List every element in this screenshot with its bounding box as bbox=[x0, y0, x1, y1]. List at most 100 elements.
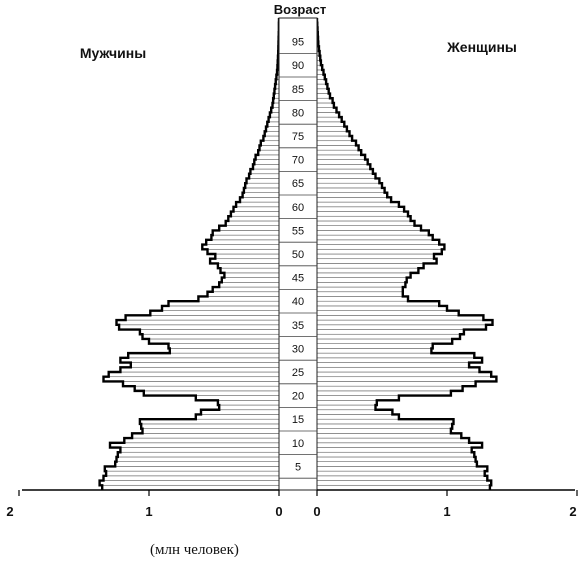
female-bar bbox=[316, 310, 459, 316]
female-bar bbox=[316, 456, 476, 462]
female-bar bbox=[316, 206, 405, 212]
male-bar bbox=[198, 296, 280, 302]
female-bar bbox=[316, 182, 383, 189]
male-bar bbox=[116, 319, 280, 326]
female-bar bbox=[316, 277, 407, 283]
chart-title: Возраст bbox=[274, 2, 326, 17]
male-bar bbox=[221, 277, 280, 283]
female-bar bbox=[316, 362, 470, 368]
female-bar bbox=[316, 371, 492, 378]
age-labels: 5 10 15 20 25 30 35 40 45 50 55 60 65 70 75 80 85 90 95 bbox=[279, 37, 317, 479]
female-bar bbox=[316, 376, 497, 382]
female-bar bbox=[316, 197, 392, 203]
female-bar bbox=[316, 215, 411, 222]
male-bar bbox=[220, 267, 280, 274]
male-bar bbox=[248, 173, 280, 179]
male-bar bbox=[218, 282, 280, 288]
male-bar bbox=[131, 433, 280, 439]
age-tick-label: 80 bbox=[292, 107, 304, 119]
male-bar bbox=[118, 324, 280, 330]
male-bar bbox=[233, 206, 280, 212]
female-label: Женщины bbox=[446, 39, 517, 55]
female-bar bbox=[316, 263, 424, 269]
x-tick-label: 0 bbox=[313, 504, 320, 519]
male-bar bbox=[243, 187, 280, 193]
female-bar bbox=[316, 291, 404, 297]
unit-label: (млн человек) bbox=[150, 542, 239, 558]
age-tick-label: 40 bbox=[292, 296, 304, 308]
female-bar bbox=[316, 348, 432, 354]
male-bar bbox=[103, 376, 280, 382]
female-bar bbox=[316, 272, 411, 278]
female-bar bbox=[316, 234, 433, 241]
female-bar bbox=[316, 447, 472, 453]
male-bar bbox=[114, 461, 280, 467]
female-bar bbox=[316, 470, 485, 477]
male-bar bbox=[207, 291, 280, 297]
age-tick-label: 60 bbox=[292, 202, 304, 214]
female-bar bbox=[316, 282, 406, 288]
female-bar bbox=[316, 404, 376, 411]
age-tick-label: 25 bbox=[292, 367, 304, 379]
male-bar bbox=[211, 234, 280, 241]
female-bar bbox=[316, 225, 422, 231]
male-bar bbox=[142, 428, 280, 434]
x-tick-label: 2 bbox=[569, 504, 576, 519]
male-bar bbox=[235, 201, 280, 208]
male-bar bbox=[116, 456, 280, 462]
male-bar bbox=[134, 385, 280, 392]
female-bar bbox=[316, 296, 409, 302]
female-bar bbox=[316, 121, 345, 127]
age-tick-label: 50 bbox=[292, 249, 304, 261]
male-bar bbox=[215, 253, 280, 260]
female-bar bbox=[316, 126, 348, 132]
female-bar bbox=[316, 239, 440, 245]
female-bar bbox=[316, 168, 374, 175]
male-bar bbox=[224, 272, 280, 278]
male-bars bbox=[99, 22, 280, 491]
male-bar bbox=[259, 145, 280, 151]
male-bar bbox=[161, 305, 280, 311]
male-bar bbox=[120, 447, 280, 453]
female-bar bbox=[316, 480, 492, 486]
male-bar bbox=[139, 329, 280, 335]
female-bar bbox=[316, 258, 437, 264]
age-tick-label: 30 bbox=[292, 343, 304, 355]
male-bar bbox=[195, 414, 280, 420]
female-bar bbox=[316, 192, 388, 198]
male-bar bbox=[150, 310, 280, 316]
male-bar bbox=[228, 215, 280, 222]
female-bar bbox=[316, 149, 362, 156]
female-bar bbox=[316, 159, 369, 165]
male-bar bbox=[168, 343, 280, 349]
female-bar bbox=[316, 461, 478, 467]
female-bar bbox=[316, 475, 488, 481]
x-tick-label: 0 bbox=[275, 504, 282, 519]
male-bar bbox=[209, 258, 280, 264]
x-tick-label: 2 bbox=[6, 504, 13, 519]
male-bar bbox=[230, 211, 280, 217]
female-bar bbox=[316, 357, 483, 363]
male-bar bbox=[246, 178, 280, 184]
male-bar bbox=[212, 286, 280, 293]
female-bar bbox=[316, 230, 430, 236]
female-bar bbox=[316, 140, 357, 146]
male-bar bbox=[169, 348, 280, 354]
female-bar bbox=[316, 319, 493, 326]
male-bar bbox=[244, 182, 280, 189]
male-bar bbox=[217, 400, 280, 406]
female-bar bbox=[316, 466, 488, 472]
age-tick-label: 75 bbox=[292, 131, 304, 143]
male-bar bbox=[254, 159, 280, 165]
female-bar bbox=[316, 187, 385, 193]
female-bar bbox=[316, 400, 378, 406]
age-tick-label: 45 bbox=[292, 273, 304, 285]
male-bar bbox=[120, 357, 280, 363]
male-bar bbox=[202, 244, 280, 250]
male-outline bbox=[98, 18, 281, 490]
male-bar bbox=[207, 248, 280, 255]
female-bar bbox=[316, 423, 453, 429]
female-bar bbox=[316, 164, 371, 170]
female-bar bbox=[316, 333, 461, 340]
